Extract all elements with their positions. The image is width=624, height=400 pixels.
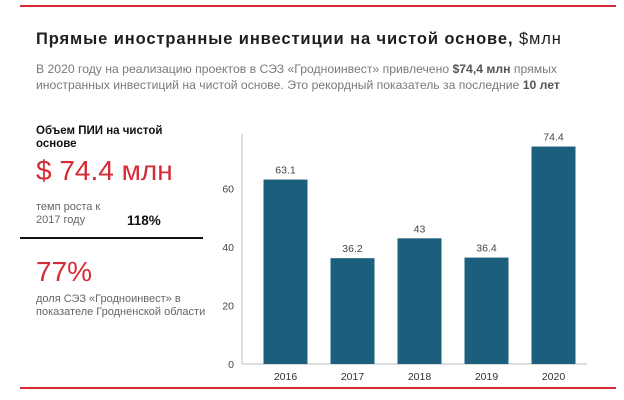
bar-2017 <box>330 258 375 364</box>
page-title: Прямые иностранные инвестиции на чистой … <box>36 30 562 49</box>
title-unit: $млн <box>518 30 562 48</box>
intro-highlight-amount: $74,4 млн <box>452 62 511 76</box>
kpi-label: Объем ПИИ на чистой основе <box>36 125 163 150</box>
top-rule <box>20 5 616 7</box>
data-label-2020: 74.4 <box>543 132 564 144</box>
bottom-rule <box>20 387 616 389</box>
data-label-2016: 63.1 <box>275 165 296 177</box>
y-tick-label: 40 <box>222 242 234 254</box>
growth-value: 118% <box>127 213 161 228</box>
x-tick-label-2018: 2018 <box>408 371 432 383</box>
intro-part-1: В 2020 году на реализацию проектов в СЭЗ… <box>36 62 453 76</box>
title-text: Прямые иностранные инвестиции на чистой … <box>36 30 514 48</box>
intro-text: В 2020 году на реализацию проектов в СЭЗ… <box>36 61 606 93</box>
bar-2016 <box>263 179 308 364</box>
data-label-2019: 36.4 <box>476 243 497 255</box>
investment-bar-chart: 0 20 40 60 63.1 2016 36.2 2017 43 2018 36.4 2019 74.… <box>222 132 587 383</box>
intro-part-2: прямых иностранных инвестиций на чистой … <box>36 62 557 92</box>
growth-label: темп роста к 2017 году <box>36 201 101 226</box>
kpi-value: $ 74.4 млн <box>36 155 173 186</box>
x-tick-label-2016: 2016 <box>274 371 298 383</box>
kpi-divider <box>20 237 203 239</box>
data-label-2018: 43 <box>414 223 426 235</box>
share-value: 77% <box>36 256 93 287</box>
x-tick-label-2019: 2019 <box>475 371 499 383</box>
bar-2018 <box>397 238 442 364</box>
data-label-2017: 36.2 <box>342 243 363 255</box>
share-label: доля СЭЗ «Гродноинвест» в показателе Гро… <box>36 293 206 318</box>
intro-highlight-years: 10 лет <box>522 78 560 92</box>
y-tick-label: 20 <box>222 301 234 313</box>
bar-2019 <box>464 257 509 364</box>
bar-2020 <box>531 146 576 364</box>
x-tick-label-2017: 2017 <box>341 371 365 383</box>
y-tick-label: 0 <box>228 359 234 371</box>
x-tick-label-2020: 2020 <box>542 371 566 383</box>
y-tick-label: 60 <box>222 184 234 196</box>
